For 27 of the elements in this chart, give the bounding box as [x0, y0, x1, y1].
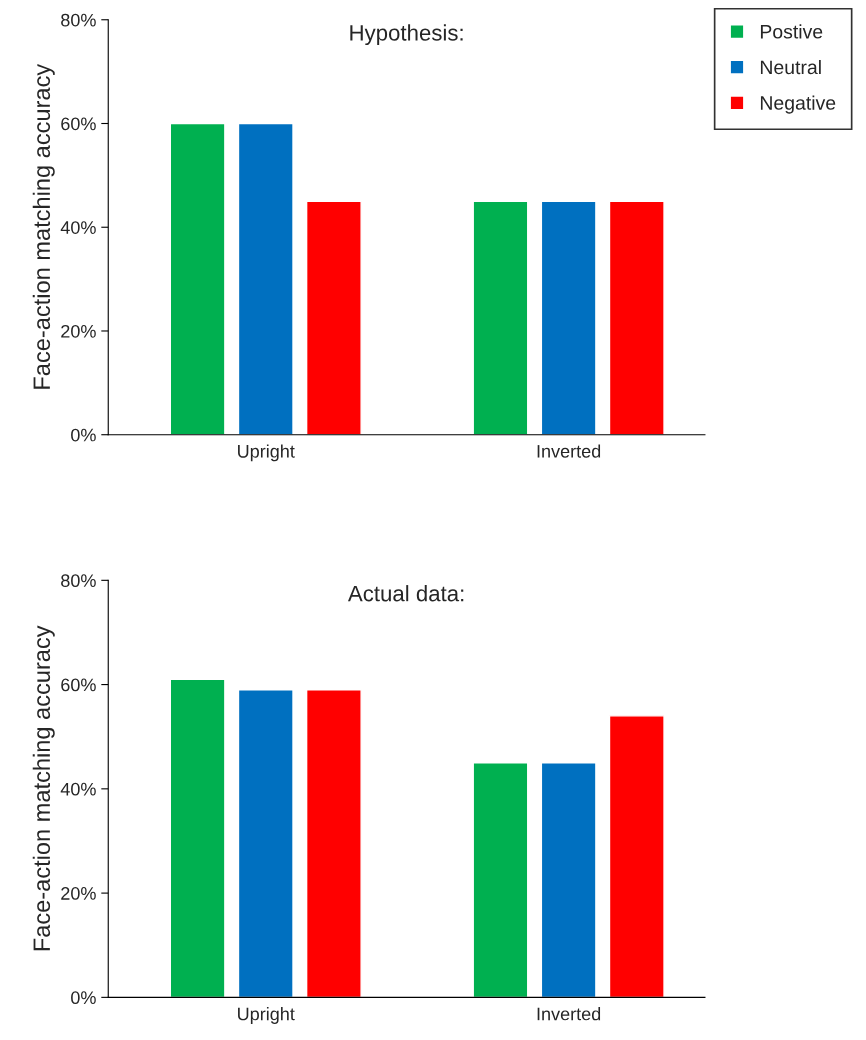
legend-label: Negative [760, 95, 836, 114]
bar [608, 715, 665, 998]
legend-label: Neutral [760, 59, 821, 75]
y-tick-label: 60% [61, 117, 96, 131]
x-tick-label: Upright [238, 1007, 295, 1024]
bar [169, 678, 226, 998]
bar [237, 689, 294, 998]
y-axis-title: Face-action matching accuracy [32, 625, 55, 951]
bar [540, 762, 597, 998]
y-tick-label: 80% [61, 13, 96, 27]
bar [472, 762, 529, 998]
x-tick-label: Inverted [537, 1007, 601, 1021]
chart-title: Hypothesis: [350, 24, 463, 46]
x-tick-label: Inverted [537, 444, 601, 458]
y-tick-label: 20% [61, 887, 96, 900]
bar [305, 689, 362, 998]
y-tick-label: 20% [61, 324, 96, 338]
chart-title: Actual data: [347, 585, 464, 602]
legend-label: Postive [760, 24, 823, 39]
y-tick-label: 0% [71, 428, 96, 442]
y-tick-label: 40% [60, 221, 96, 234]
y-tick-label: 40% [60, 782, 96, 796]
y-tick-label: 60% [61, 678, 96, 692]
y-tick-label: 80% [61, 574, 96, 588]
y-axis-title: Face-action matching accuracy [32, 63, 55, 389]
y-tick-label: 0% [71, 991, 96, 1005]
x-tick-label: Upright [238, 444, 295, 462]
